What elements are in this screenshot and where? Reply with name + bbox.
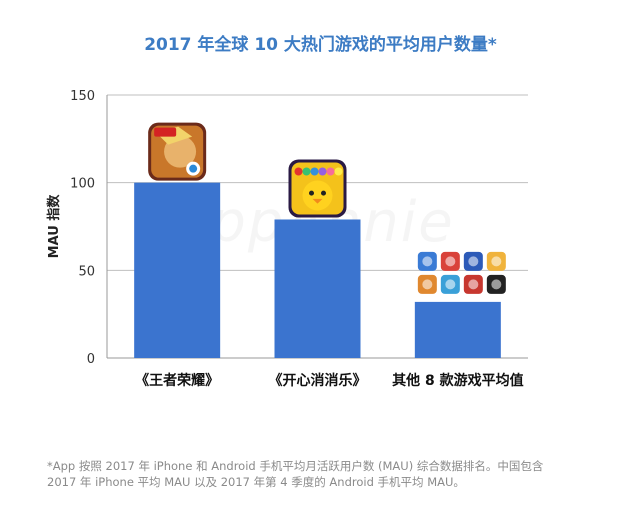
y-tick-label: 0: [87, 352, 95, 367]
other-games-app-icon-grid: [417, 251, 506, 294]
app-icons: [148, 122, 506, 294]
bar-0: [134, 182, 221, 358]
y-tick-label: 100: [70, 177, 95, 192]
y-tick-label: 150: [70, 89, 95, 104]
y-tick-label: 50: [78, 264, 95, 279]
honor-of-kings-app-icon: [148, 122, 207, 181]
bar-1: [274, 219, 361, 358]
bar-2: [414, 301, 501, 358]
chart-title: 2017 年全球 10 大热门游戏的平均用户数量*: [144, 35, 497, 55]
footnote: *App 按照 2017 年 iPhone 和 Android 手机平均月活跃用…: [47, 458, 617, 490]
bars: [134, 182, 501, 358]
happy-elimination-app-icon: [288, 159, 347, 218]
category-label: 《王者荣耀》: [135, 372, 219, 389]
labels: 0 50 100 150 MAU 指数《王者荣耀》 《开心消消乐》 其他 8 款游戏平均值: [46, 89, 524, 389]
y-axis-label: MAU 指数: [46, 194, 62, 259]
category-label: 《开心消消乐》: [269, 372, 367, 389]
footnote-line-1: *App 按照 2017 年 iPhone 和 Android 手机平均月活跃用…: [47, 459, 544, 473]
footnote-line-2: 2017 年 iPhone 平均 MAU 以及 2017 年第 4 季度的 An…: [47, 475, 465, 489]
category-label: 其他 8 款游戏平均值: [392, 372, 524, 389]
